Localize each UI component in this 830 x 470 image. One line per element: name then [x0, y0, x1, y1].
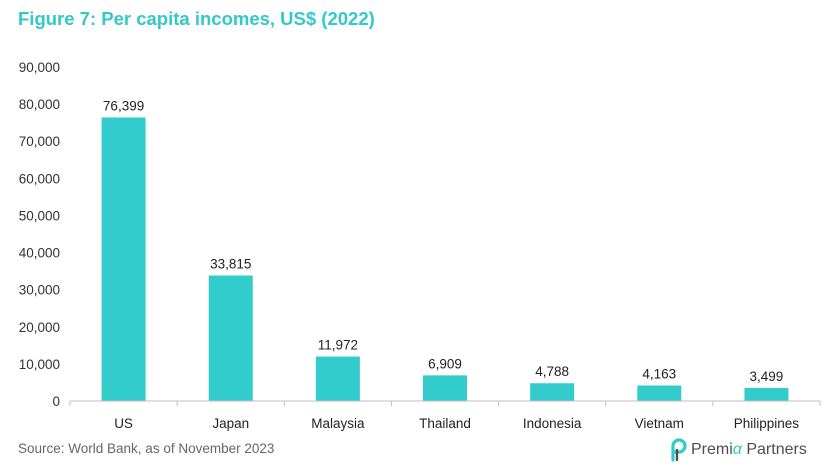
- data-label: 4,788: [535, 364, 569, 379]
- y-tick-label: 90,000: [19, 60, 60, 75]
- bar-malaysia: [315, 356, 360, 401]
- chart-title: Figure 7: Per capita incomes, US$ (2022): [18, 8, 375, 29]
- data-label: 4,163: [642, 367, 676, 382]
- y-tick-label: 70,000: [19, 134, 60, 149]
- y-tick-label: 40,000: [19, 246, 60, 261]
- bar-indonesia: [530, 383, 575, 401]
- bar-japan: [208, 275, 253, 401]
- category-label: US: [114, 416, 133, 431]
- y-tick-label: 60,000: [19, 171, 60, 186]
- brand-logo: Premiα Partners: [668, 438, 807, 462]
- category-label: Thailand: [419, 416, 471, 431]
- bar-philippines: [744, 388, 789, 401]
- y-tick-label: 20,000: [19, 320, 60, 335]
- y-tick-label: 50,000: [19, 208, 60, 223]
- y-tick-label: 0: [52, 394, 60, 409]
- category-label: Vietnam: [635, 416, 684, 431]
- bar-thailand: [423, 375, 467, 401]
- category-labels: US Japan Malaysia Thailand Indonesia Vietnam P…: [114, 416, 799, 431]
- data-labels: 76,399 33,815 11,972 6,909 4,788 4,163 3,499: [103, 98, 783, 384]
- category-label: Indonesia: [523, 416, 582, 431]
- x-axis-tick-marks: [69, 401, 821, 406]
- category-label: Malaysia: [311, 416, 365, 431]
- logo-text: Premiα Partners: [691, 441, 807, 458]
- bar-us: [101, 117, 146, 401]
- y-tick-label: 10,000: [19, 357, 60, 372]
- bars: [101, 117, 789, 401]
- data-label: 33,815: [210, 257, 251, 272]
- source-note: Source: World Bank, as of November 2023: [18, 441, 275, 456]
- bar-vietnam: [637, 385, 682, 401]
- y-axis-ticks: 0 10,000 20,000 30,000 40,000 50,000 60,000 70,…: [19, 60, 60, 409]
- y-tick-label: 30,000: [19, 283, 60, 298]
- data-label: 11,972: [318, 338, 358, 353]
- data-label: 6,909: [428, 356, 462, 371]
- y-tick-label: 80,000: [19, 97, 60, 112]
- premia-p-logo-icon: [671, 438, 687, 462]
- data-label: 76,399: [103, 98, 144, 113]
- category-label: Philippines: [734, 416, 800, 431]
- category-label: Japan: [212, 416, 249, 431]
- data-label: 3,499: [750, 369, 784, 384]
